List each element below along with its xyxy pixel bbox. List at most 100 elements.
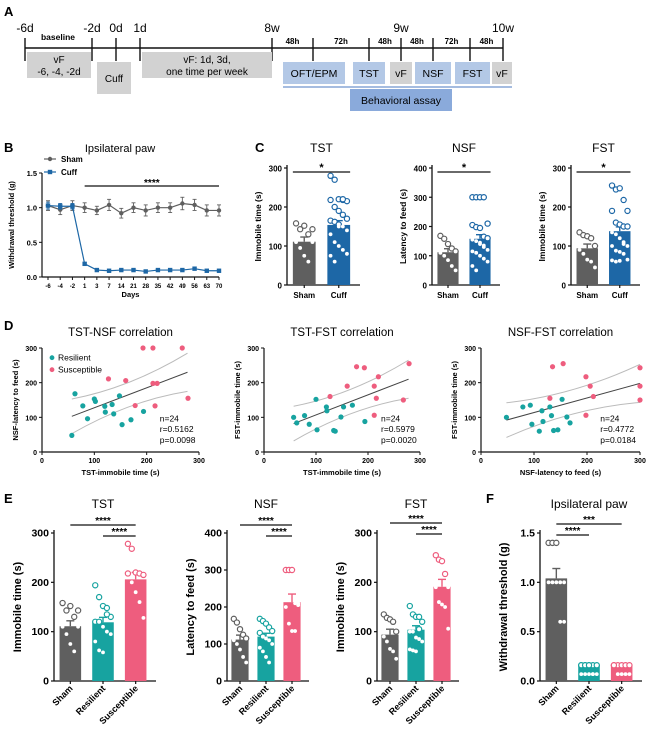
- data-point: [453, 268, 458, 273]
- data-point: [97, 648, 102, 653]
- data-point: [283, 605, 288, 609]
- data-point: [417, 637, 421, 641]
- data-point: [608, 182, 616, 189]
- data-point: [593, 662, 600, 669]
- data-point: [106, 202, 112, 208]
- data-point: [440, 602, 444, 607]
- y-tick-label: 1.0: [520, 577, 535, 589]
- interval-label: 48h: [410, 37, 424, 46]
- y-tick-label: 100: [204, 639, 222, 651]
- y-tick-label: 100: [31, 626, 49, 638]
- data-point: [288, 566, 296, 574]
- data-point: [242, 635, 250, 642]
- data-point: [340, 224, 345, 229]
- data-point: [414, 635, 418, 640]
- data-point: [296, 226, 304, 233]
- stat-r: r=0.5979: [381, 424, 415, 434]
- data-point-resilient: [559, 396, 565, 402]
- confidence-band: [71, 352, 188, 400]
- interval-label: 48h: [286, 37, 300, 46]
- data-point: [615, 672, 620, 676]
- data-point: [103, 611, 111, 618]
- data-point: [438, 250, 443, 255]
- data-point: [261, 649, 265, 654]
- stat-p: p=0.0098: [160, 435, 196, 445]
- x-tick-label: 300: [634, 458, 646, 465]
- x-tick-label: 42: [167, 284, 174, 290]
- y-tick-label: 0: [33, 450, 37, 457]
- data-point: [94, 208, 100, 213]
- stat-n: n=24: [600, 413, 619, 423]
- data-point-susceptible: [371, 412, 377, 418]
- data-point: [64, 632, 69, 637]
- data-point: [617, 258, 622, 263]
- data-point-susceptible: [590, 393, 596, 400]
- data-point-resilient: [80, 403, 86, 409]
- bar-sham: [437, 252, 459, 285]
- timeline-tick-label: -2d: [83, 21, 100, 35]
- test-box-label: vF: [395, 68, 407, 80]
- y-tick-label: 200: [553, 204, 567, 213]
- box-label: Cuff: [105, 74, 123, 85]
- data-point-resilient: [338, 414, 344, 420]
- data-point: [270, 642, 275, 646]
- data-point: [587, 672, 591, 676]
- y-axis-label: FST-immobile time (s): [450, 361, 459, 439]
- data-point: [339, 211, 347, 218]
- timeline-tick-label: -6d: [16, 21, 33, 35]
- data-point: [292, 220, 300, 227]
- box-label: -6, -4, -2d: [37, 67, 80, 78]
- data-point-susceptible: [154, 380, 160, 386]
- data-point: [558, 580, 563, 585]
- legend-marker: [47, 169, 53, 175]
- data-point: [415, 613, 423, 621]
- data-point: [155, 267, 161, 273]
- data-point-resilient: [323, 404, 329, 410]
- y-tick-label: 300: [269, 165, 283, 174]
- test-box: [353, 62, 385, 84]
- timeline-panel: -6d -2d 0d 1d 8w 9w 10w baseline 48h 72h 48h 48h 72h…: [16, 21, 514, 111]
- data-point: [624, 207, 631, 215]
- data-point: [106, 268, 112, 273]
- data-point-resilient: [116, 393, 123, 399]
- data-point: [625, 244, 630, 248]
- bar-chart-c-tst: TST 0 100 200 300 Immobile time (s) Sham Cuff *: [253, 141, 360, 300]
- data-point: [231, 638, 236, 643]
- data-point: [104, 629, 109, 634]
- y-axis-label: Immobile time (s): [537, 191, 547, 261]
- y-tick-label: 300: [31, 528, 49, 540]
- data-point: [95, 618, 103, 626]
- legend-label: Sham: [61, 155, 83, 164]
- x-tick-label: 100: [310, 458, 322, 465]
- gray-box: [97, 62, 131, 94]
- data-point: [480, 194, 488, 201]
- data-point-susceptible: [150, 345, 156, 351]
- significance-label: ***: [583, 515, 595, 526]
- data-point: [484, 234, 491, 242]
- chart-title: NSF-FST correlation: [508, 327, 613, 339]
- data-point: [264, 655, 268, 659]
- stat-n: n=24: [381, 413, 400, 423]
- y-axis-label: Withdrawal threshold (g): [498, 542, 510, 671]
- y-tick-label: 300: [25, 346, 37, 353]
- x-tick-label: 200: [362, 458, 374, 465]
- data-point-resilient: [102, 409, 108, 415]
- data-point-resilient: [128, 417, 134, 423]
- data-point-resilient: [291, 414, 297, 420]
- data-point: [68, 642, 73, 646]
- box-label: vF: 1d, 3d,: [183, 55, 230, 66]
- data-point: [67, 602, 74, 610]
- y-tick-label: 300: [553, 165, 567, 174]
- data-point: [335, 207, 342, 215]
- data-point: [180, 201, 185, 206]
- data-point: [610, 244, 614, 248]
- legend-label: Resilient: [58, 353, 91, 363]
- y-axis-label: Withdrawal threshold (g): [7, 181, 16, 269]
- x-tick-label: Sham: [50, 683, 74, 707]
- data-point-resilient: [119, 422, 125, 428]
- data-point: [216, 208, 222, 213]
- data-point: [204, 268, 209, 273]
- test-box: [492, 62, 512, 84]
- data-point: [167, 205, 173, 210]
- stat-r: r=0.4772: [600, 424, 634, 434]
